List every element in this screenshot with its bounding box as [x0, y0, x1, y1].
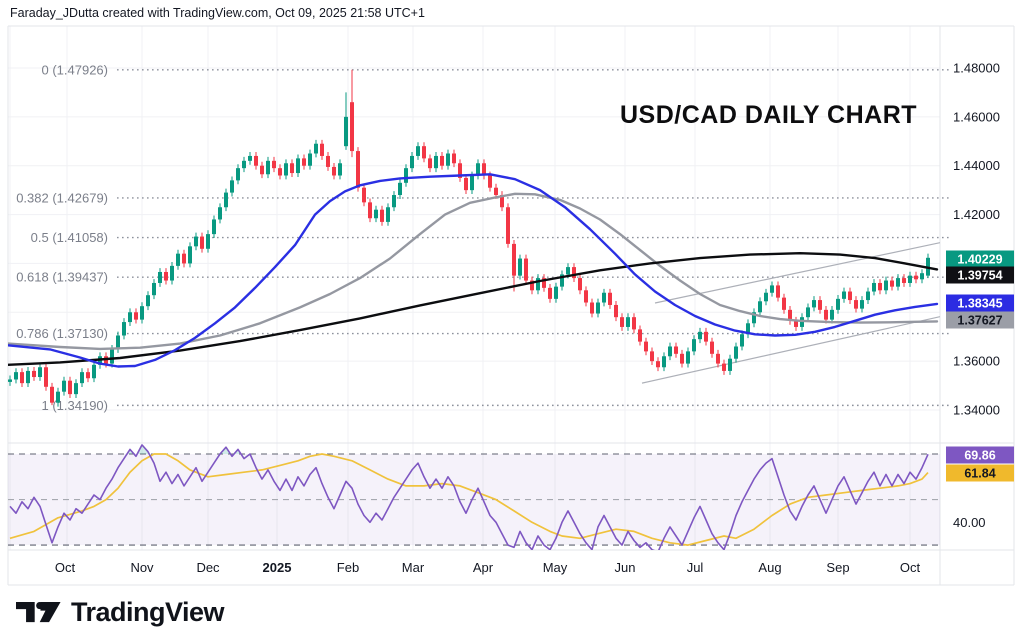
svg-text:1.44000: 1.44000: [953, 158, 1000, 173]
svg-text:0.382 (1.42679): 0.382 (1.42679): [16, 190, 108, 205]
tradingview-logo-icon: [16, 601, 61, 623]
attribution-text: Faraday_JDutta created with TradingView.…: [10, 6, 425, 20]
svg-text:Oct: Oct: [900, 560, 921, 575]
svg-text:0.786 (1.37130): 0.786 (1.37130): [16, 326, 108, 341]
svg-text:69.86: 69.86: [964, 449, 995, 463]
chart-title: USD/CAD DAILY CHART: [620, 101, 918, 129]
tradingview-logo: TradingView: [16, 596, 225, 628]
svg-text:Jul: Jul: [687, 560, 704, 575]
rsi-ma-line: [9, 453, 929, 546]
svg-text:0.618 (1.39437): 0.618 (1.39437): [16, 270, 108, 285]
svg-text:0 (1.47926): 0 (1.47926): [42, 62, 109, 77]
candlestick-series[interactable]: [8, 69, 930, 407]
svg-text:May: May: [543, 560, 568, 575]
svg-text:1.42000: 1.42000: [953, 207, 1000, 222]
rsi-value-tag: 69.86: [946, 446, 1014, 464]
svg-text:0.5 (1.41058): 0.5 (1.41058): [31, 230, 108, 245]
time-axis[interactable]: Oct Nov Dec 2025 Feb Mar Apr May Jun Jul Aug Sep Oct: [55, 560, 921, 575]
svg-text:1.48000: 1.48000: [953, 61, 1000, 76]
svg-text:Sep: Sep: [826, 560, 849, 575]
svg-text:1.36000: 1.36000: [953, 354, 1000, 369]
ma-black-tag: 1.39754: [946, 266, 1014, 284]
svg-text:Apr: Apr: [473, 560, 494, 575]
tradingview-logo-text: TradingView: [71, 596, 225, 627]
rsi-line: [9, 444, 929, 550]
svg-text:40.00: 40.00: [953, 515, 986, 530]
svg-text:2025: 2025: [263, 560, 292, 575]
svg-text:Mar: Mar: [402, 560, 425, 575]
last-price-tag: 1.40229: [946, 250, 1014, 268]
channel-upper: [654, 242, 940, 304]
svg-text:1.37627: 1.37627: [957, 314, 1002, 328]
svg-text:1.38345: 1.38345: [957, 297, 1002, 311]
price-axis[interactable]: 1.48000 1.46000 1.44000 1.42000 1.36000 1.340…: [946, 61, 1014, 530]
svg-text:Jun: Jun: [615, 560, 636, 575]
rsi-lines: [9, 444, 929, 550]
rsi-ma-value-tag: 61.84: [946, 464, 1014, 482]
ma-gray-tag: 1.37627: [946, 311, 1014, 329]
ma-50-blue-line: [8, 173, 939, 368]
svg-text:1.34000: 1.34000: [953, 403, 1000, 418]
ma-100-gray-line: [8, 192, 939, 351]
svg-text:Dec: Dec: [196, 560, 220, 575]
channel-lower: [641, 316, 940, 384]
svg-text:1.46000: 1.46000: [953, 109, 1000, 124]
svg-text:Nov: Nov: [130, 560, 154, 575]
ma-200-black-line: [8, 251, 939, 366]
ma-blue-tag: 1.38345: [946, 294, 1014, 312]
ascending-channel-trendlines: [641, 242, 940, 384]
svg-text:Aug: Aug: [758, 560, 781, 575]
svg-text:61.84: 61.84: [964, 467, 995, 481]
svg-text:1.39754: 1.39754: [957, 269, 1002, 283]
svg-text:Oct: Oct: [55, 560, 76, 575]
svg-text:1.40229: 1.40229: [957, 253, 1002, 267]
svg-text:Feb: Feb: [337, 560, 359, 575]
